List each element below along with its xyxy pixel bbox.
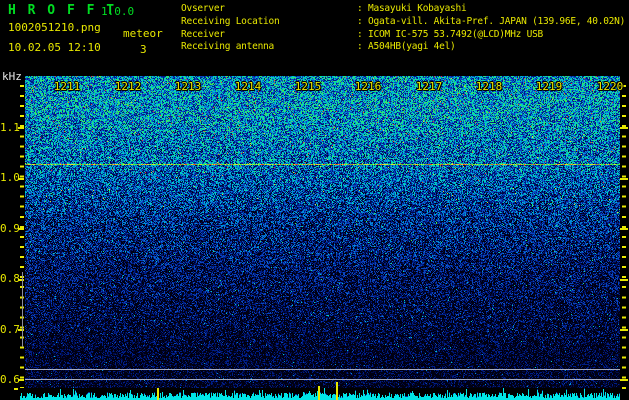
freq-minor-ticks-right <box>622 85 626 393</box>
meteor-echo-mark <box>336 382 338 400</box>
freq-tick-label: 0.7 <box>0 323 20 336</box>
spectrogram-plot: 1211 1212 1213 1214 1215 1216 1217 1218 … <box>25 76 623 390</box>
freq-unit-label: kHz <box>2 70 22 83</box>
separator: : <box>357 3 363 14</box>
signal-level-waveform <box>20 388 620 400</box>
info-row-antenna: Receiving antenna: A504HB(yagi 4el) <box>181 41 456 53</box>
calibration-bar <box>22 272 23 347</box>
freq-tick-label: 1.0 <box>0 171 20 184</box>
meteor-echo-mark <box>318 386 320 400</box>
level-reference-line <box>25 369 620 370</box>
separator: : <box>357 16 363 27</box>
spectrogram-canvas <box>25 76 620 390</box>
time-label: 1212 <box>114 80 142 93</box>
time-label: 1211 <box>53 80 81 93</box>
info-row-location: Receiving Location: Ogata-vill. Akita-Pre… <box>181 16 625 28</box>
receiver-label: Receiver <box>181 29 225 40</box>
freq-tick-label: 0.8 <box>0 272 20 285</box>
output-filename: 1002051210.png <box>8 21 101 34</box>
freq-tick-label: 0.6 <box>0 373 20 386</box>
time-label: 1213 <box>174 80 202 93</box>
meteor-echo-mark <box>157 388 159 400</box>
observer-value: Masayuki Kobayashi <box>368 3 467 14</box>
observer-label: Ovserver <box>181 3 225 14</box>
datetime-label: 10.02.05 12:10 <box>8 41 101 54</box>
mode-label: meteor <box>123 27 163 40</box>
antenna-value: A504HB(yagi 4el) <box>368 41 456 52</box>
time-label: 1217 <box>415 80 443 93</box>
location-value: Ogata-vill. Akita-Pref. JAPAN (139.96E, … <box>368 16 626 27</box>
freq-tick-label: 0.9 <box>0 222 20 235</box>
time-label: 1219 <box>535 80 563 93</box>
info-row-observer: Ovserver: Masayuki Kobayashi <box>181 3 467 15</box>
info-row-receiver: Receiver: ICOM IC-575 53.7492(@LCD)MHz US… <box>181 29 543 41</box>
time-label: 1215 <box>294 80 322 93</box>
freq-minor-ticks-left <box>20 85 24 393</box>
level-reference-line <box>25 379 620 380</box>
time-label: 1218 <box>475 80 503 93</box>
app-title: H R O F F T <box>8 3 117 18</box>
separator: : <box>357 29 363 40</box>
meteor-count: 3 <box>140 43 147 56</box>
time-label: 1214 <box>234 80 262 93</box>
separator: : <box>357 41 363 52</box>
time-label: 1220 <box>596 80 624 93</box>
time-label: 1216 <box>354 80 382 93</box>
location-label: Receiving Location <box>181 16 280 27</box>
freq-tick-label: 1.1 <box>0 121 20 134</box>
receiver-value: ICOM IC-575 53.7492(@LCD)MHz USB <box>368 29 544 40</box>
app-version: 1.0.0 <box>101 5 135 18</box>
freq-minor-tick <box>14 388 18 390</box>
antenna-label: Receiving antenna <box>181 41 274 52</box>
